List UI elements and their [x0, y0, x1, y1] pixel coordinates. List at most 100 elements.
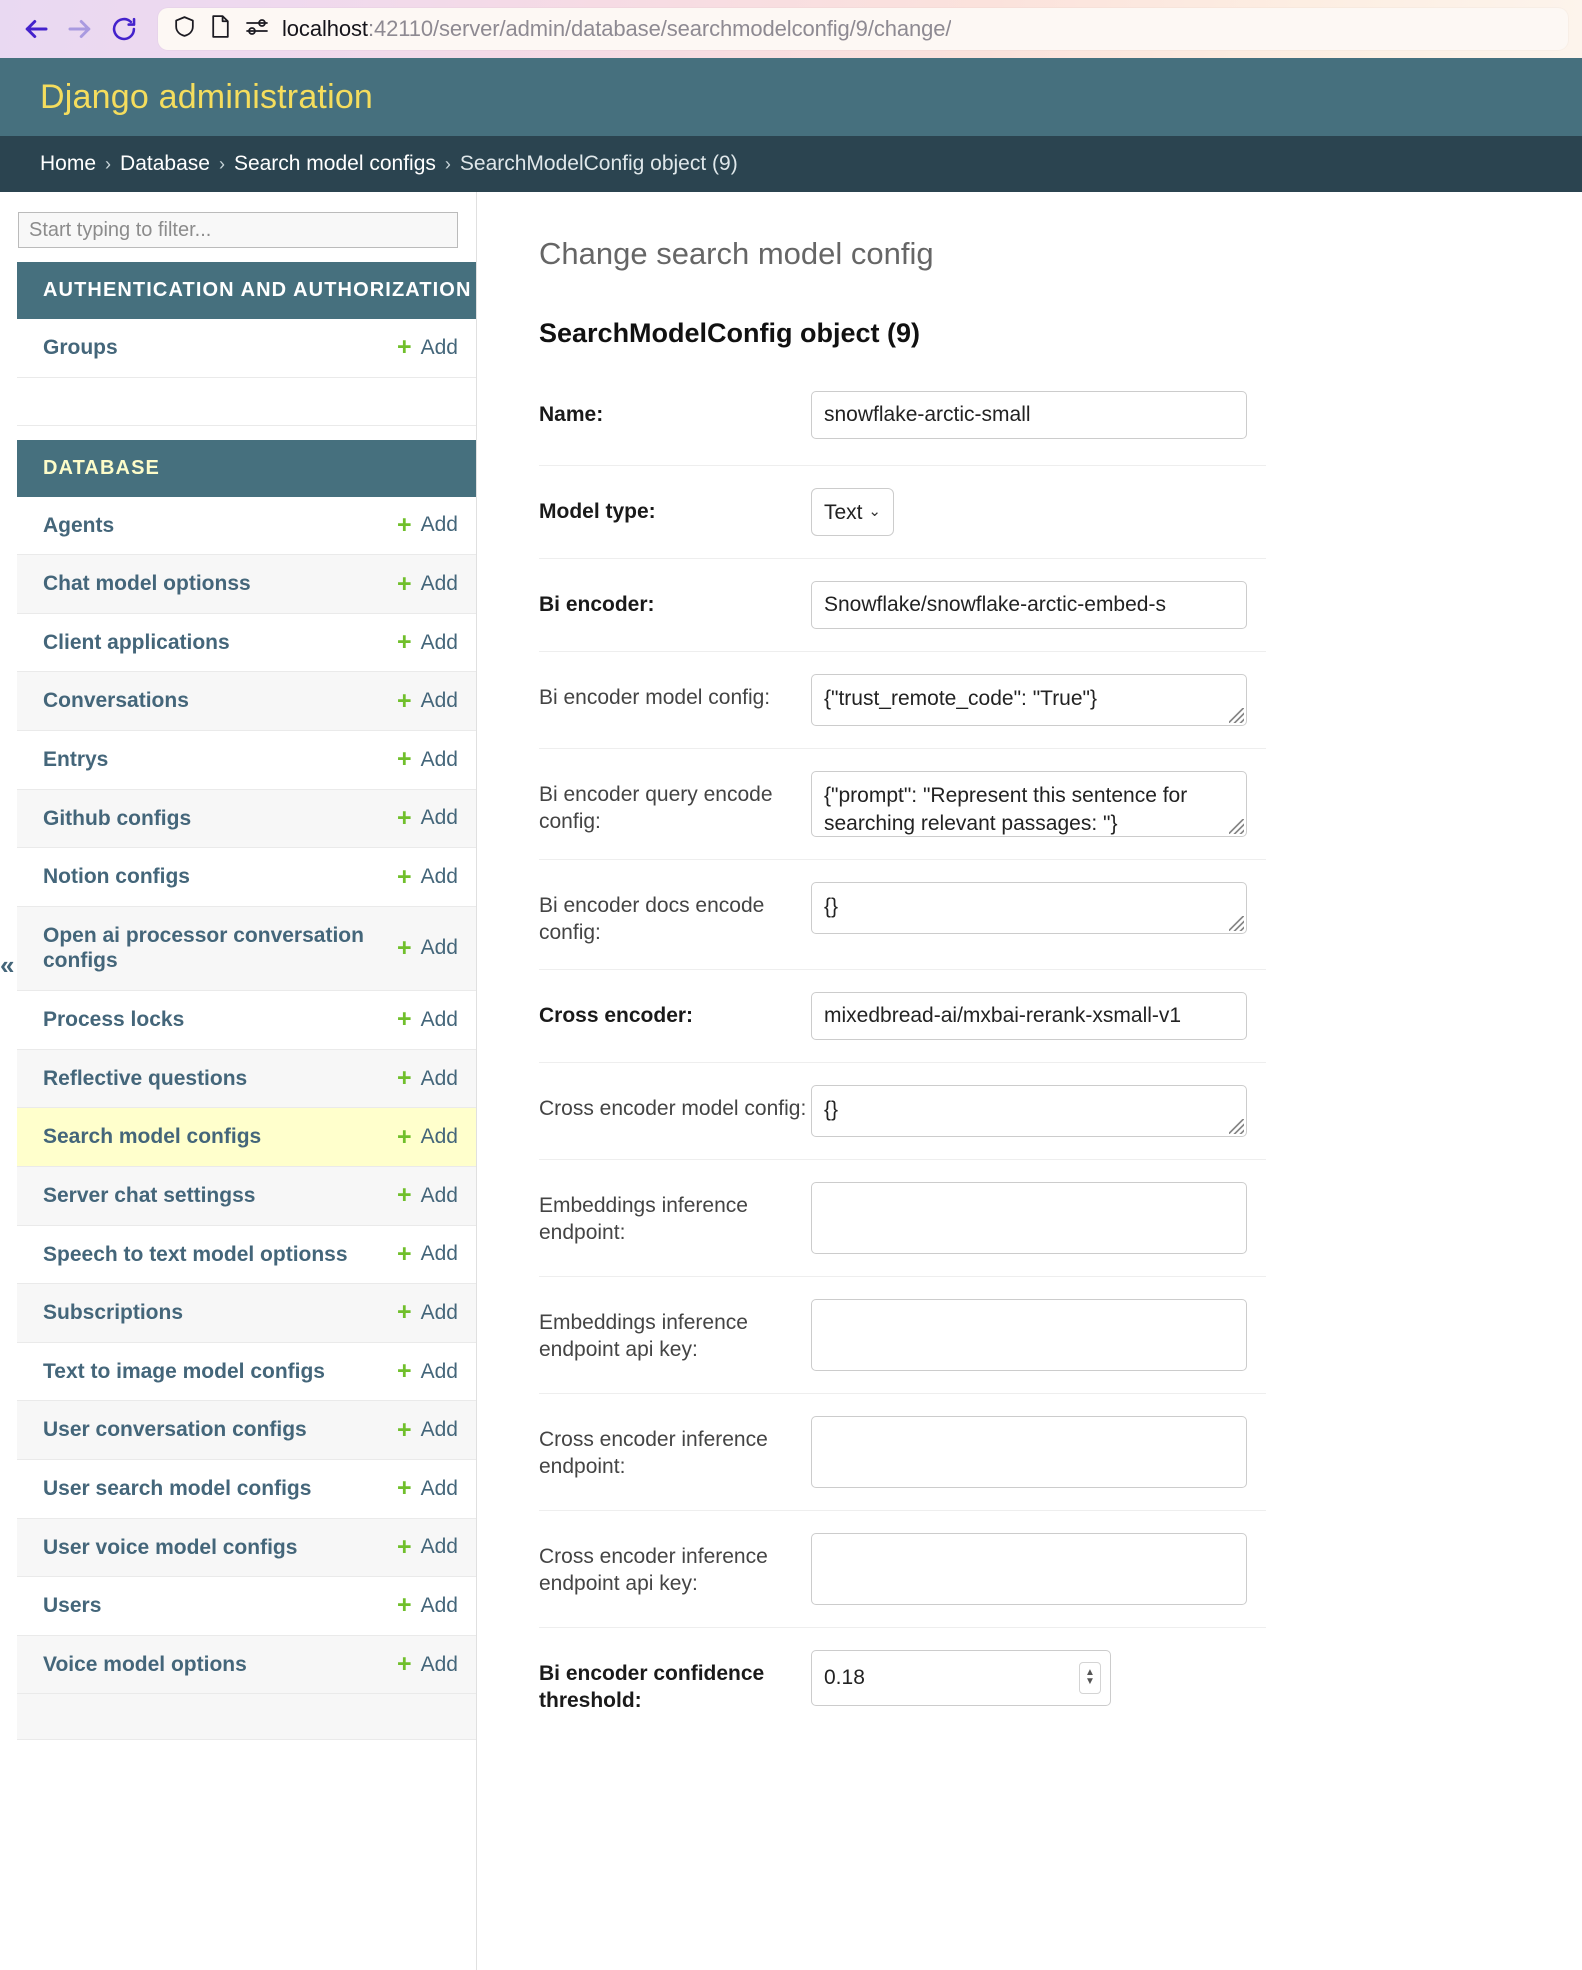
site-brand[interactable]: Django administration	[40, 77, 374, 116]
sidebar-item-github-configs[interactable]: Github configs	[43, 806, 192, 830]
add-link-user-search-model-configs[interactable]: + Add	[397, 1476, 458, 1501]
add-link-groups[interactable]: + Add	[397, 335, 458, 360]
plus-icon: +	[397, 1591, 412, 1620]
sidebar-row-entrys: Entrys + Add	[17, 731, 476, 790]
add-link-users[interactable]: + Add	[397, 1593, 458, 1618]
sidebar-item-groups[interactable]: Groups	[43, 336, 118, 359]
url-text: localhost:42110/server/admin/database/se…	[282, 16, 951, 42]
plus-icon: +	[397, 1415, 412, 1444]
reload-button[interactable]	[102, 7, 146, 51]
textarea-bi-encoder-model-config[interactable]	[811, 674, 1247, 726]
sidebar-item-client-applications[interactable]: Client applications	[43, 630, 230, 654]
sidebar-row-reflective-questions: Reflective questions + Add	[17, 1049, 476, 1109]
number-stepper-bi-encoder-confidence-threshold[interactable]: ▲ ▼	[1079, 1661, 1101, 1694]
add-label: Add	[420, 936, 458, 960]
sidebar-row-voice-model-options: Voice model options + Add	[17, 1635, 476, 1695]
add-link-client-applications[interactable]: + Add	[397, 630, 458, 655]
add-link-server-chat-settingss[interactable]: + Add	[397, 1183, 458, 1208]
back-button[interactable]	[14, 7, 58, 51]
sidebar-item-voice-model-options[interactable]: Voice model options	[43, 1652, 247, 1676]
input-embeddings-inference-endpoint-api-key[interactable]	[811, 1298, 1247, 1371]
input-bi-encoder-confidence-threshold[interactable]	[811, 1649, 1111, 1706]
shield-icon[interactable]	[172, 14, 197, 44]
input-name[interactable]	[811, 391, 1247, 439]
add-link-agents[interactable]: + Add	[397, 512, 458, 538]
sidebar-item-text-to-image-model-configs[interactable]: Text to image model configs	[43, 1359, 325, 1383]
input-embeddings-inference-endpoint[interactable]	[811, 1181, 1247, 1254]
add-link-user-conversation-configs[interactable]: + Add	[397, 1415, 458, 1444]
add-link-process-locks[interactable]: + Add	[397, 1007, 458, 1032]
form-row-bi-encoder-docs-encode-config: Bi encoder docs encode config:	[539, 859, 1266, 969]
form-row-embeddings-inference-endpoint-api-key: Embeddings inference endpoint api key:	[539, 1275, 1266, 1393]
add-link-voice-model-options[interactable]: + Add	[397, 1652, 458, 1677]
add-link-entrys[interactable]: + Add	[397, 747, 458, 772]
input-cross-encoder-inference-endpoint-api-key[interactable]	[811, 1532, 1247, 1605]
sidebar-filter-input[interactable]	[18, 212, 458, 248]
sidebar-item-reflective-questions[interactable]: Reflective questions	[43, 1066, 248, 1090]
sidebar-item-subscriptions[interactable]: Subscriptions	[43, 1301, 184, 1325]
add-label: Add	[420, 747, 458, 771]
back-arrow-icon	[21, 14, 51, 44]
sidebar-item-users[interactable]: Users	[43, 1594, 102, 1618]
stepper-down-icon[interactable]: ▼	[1085, 1676, 1095, 1688]
add-label: Add	[420, 865, 458, 889]
add-label: Add	[420, 1242, 458, 1266]
sidebar-collapse-toggle[interactable]: «	[0, 950, 15, 980]
textarea-cross-encoder-model-config[interactable]	[811, 1084, 1247, 1137]
sidebar-item-server-chat-settingss[interactable]: Server chat settingss	[43, 1183, 256, 1207]
field-label-cross-encoder: Cross encoder:	[539, 1003, 694, 1027]
sidebar-item-open-ai-processor-conversation-configs[interactable]: Open ai processor conversation configs	[43, 923, 364, 973]
plus-icon: +	[397, 1122, 412, 1151]
add-link-reflective-questions[interactable]: + Add	[397, 1066, 458, 1091]
form-row-model-type: Model type: Text ⌄	[539, 465, 1266, 558]
breadcrumb-separator: ›	[444, 153, 451, 174]
breadcrumb-item-home[interactable]: Home	[40, 152, 97, 175]
sidebar-item-user-search-model-configs[interactable]: User search model configs	[43, 1476, 312, 1500]
permissions-sliders-icon[interactable]	[244, 15, 270, 44]
add-label: Add	[420, 1183, 458, 1207]
add-link-github-configs[interactable]: + Add	[397, 805, 458, 831]
sidebar-row-user-search-model-configs: User search model configs + Add	[17, 1459, 476, 1519]
sidebar-item-chat-model-optionss[interactable]: Chat model optionss	[43, 572, 251, 596]
field-label-model-type: Model type:	[539, 500, 656, 523]
sidebar-row-user-conversation-configs: User conversation configs + Add	[17, 1401, 476, 1460]
field-control-bi-encoder-docs-encode-config	[811, 882, 1266, 934]
breadcrumb-item-search-model-configs[interactable]: Search model configs	[233, 152, 436, 175]
add-link-open-ai-processor-conversation-configs[interactable]: + Add	[397, 935, 458, 961]
sidebar-item-notion-configs[interactable]: Notion configs	[43, 865, 190, 889]
sidebar-item-user-conversation-configs[interactable]: User conversation configs	[43, 1418, 307, 1442]
forward-button[interactable]	[58, 7, 102, 51]
textarea-wrap-bi-encoder-model-config	[811, 674, 1247, 726]
stepper-up-icon[interactable]: ▲	[1085, 1667, 1095, 1679]
sidebar-item-user-voice-model-configs[interactable]: User voice model configs	[43, 1535, 298, 1559]
select-wrap-model-type: Text ⌄	[811, 488, 894, 536]
address-bar[interactable]: localhost:42110/server/admin/database/se…	[158, 8, 1568, 50]
sidebar-row-users: Users + Add	[17, 1577, 476, 1636]
sidebar-item-process-locks[interactable]: Process locks	[43, 1008, 185, 1032]
field-label-bi-encoder-confidence-threshold: Bi encoder confidence threshold:	[539, 1661, 765, 1712]
sidebar-item-agents[interactable]: Agents	[43, 513, 115, 537]
sidebar-item-conversations[interactable]: Conversations	[43, 689, 189, 713]
sidebar-item-search-model-configs[interactable]: Search model configs	[43, 1125, 262, 1149]
field-label-bi-encoder-model-config: Bi encoder model config:	[539, 686, 771, 709]
input-bi-encoder[interactable]	[811, 581, 1247, 629]
breadcrumb-item-database[interactable]: Database	[120, 152, 210, 175]
add-link-user-voice-model-configs[interactable]: + Add	[397, 1534, 458, 1560]
sidebar-item-entrys[interactable]: Entrys	[43, 748, 109, 772]
input-cross-encoder[interactable]	[811, 991, 1247, 1040]
add-link-subscriptions[interactable]: + Add	[397, 1300, 458, 1325]
textarea-bi-encoder-docs-encode-config[interactable]	[811, 882, 1247, 934]
select-model-type[interactable]: Text	[811, 488, 894, 536]
add-link-speech-to-text-model-optionss[interactable]: + Add	[397, 1241, 458, 1267]
field-control-embeddings-inference-endpoint	[811, 1181, 1266, 1254]
input-cross-encoder-inference-endpoint[interactable]	[811, 1415, 1247, 1488]
add-link-chat-model-optionss[interactable]: + Add	[397, 571, 458, 597]
textarea-bi-encoder-query-encode-config[interactable]	[811, 771, 1247, 837]
page-document-icon[interactable]	[209, 14, 232, 44]
add-link-text-to-image-model-configs[interactable]: + Add	[397, 1359, 458, 1384]
sidebar-item-speech-to-text-model-optionss[interactable]: Speech to text model optionss	[43, 1242, 348, 1266]
add-link-notion-configs[interactable]: + Add	[397, 864, 458, 890]
add-link-search-model-configs[interactable]: + Add	[397, 1122, 458, 1151]
breadcrumb-item-searchmodelconfig-object-9: SearchModelConfig object (9)	[459, 152, 738, 175]
add-link-conversations[interactable]: + Add	[397, 688, 458, 714]
